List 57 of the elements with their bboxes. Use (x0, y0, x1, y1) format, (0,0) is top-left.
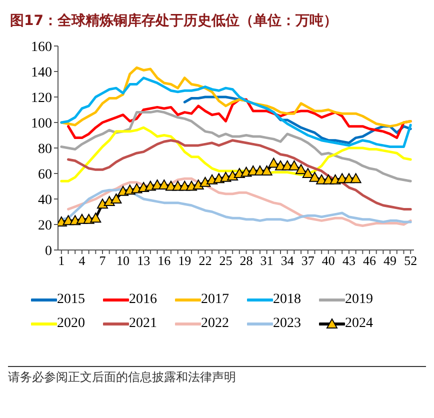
x-tick-label: 16 (158, 253, 172, 268)
x-tick-label: 49 (384, 253, 397, 268)
x-tick-label: 34 (280, 253, 294, 268)
y-tick-label: 60 (38, 167, 52, 182)
y-tick-label: 160 (31, 40, 52, 55)
point (288, 160, 300, 170)
line-series (60, 66, 412, 128)
point (200, 176, 211, 187)
x-tick-label: 52 (404, 253, 418, 268)
point (261, 165, 272, 176)
line-series (60, 126, 412, 182)
line-series (67, 139, 412, 210)
x-tick-label: 7 (99, 253, 106, 268)
legend-label: 2020 (57, 315, 85, 333)
point (220, 172, 232, 182)
text: 请务必参阅正文后面的信息披露和法律声明 (8, 366, 426, 386)
legend-label: 2017 (201, 291, 229, 309)
y-tick-label: 140 (31, 65, 52, 80)
y-tick-label: 0 (45, 244, 52, 259)
point (227, 170, 238, 181)
point (131, 183, 142, 194)
point (192, 179, 204, 190)
legend-label: 2018 (273, 291, 301, 309)
x-tick-label: 46 (363, 253, 376, 268)
legend-label: 2024 (345, 315, 373, 333)
x-tick-label: 22 (198, 253, 212, 268)
x-tick-label: 37 (301, 253, 315, 268)
point (302, 168, 314, 178)
x-tick-label: 43 (342, 253, 356, 268)
point (350, 173, 362, 184)
x-tick-label: 28 (240, 253, 253, 268)
y-tick-label: 20 (38, 218, 52, 234)
y-tick-label: 80 (38, 142, 52, 157)
point (90, 212, 102, 223)
point (97, 198, 108, 209)
legend-label: 2019 (345, 291, 373, 309)
legend-label: 2021 (129, 315, 157, 333)
legend-label: 2022 (201, 315, 229, 333)
line-series (60, 76, 412, 148)
point (104, 196, 115, 206)
legend-label: 2016 (129, 291, 157, 309)
x-tick-label: 4 (78, 253, 86, 268)
x-tick-label: 19 (178, 253, 192, 268)
legend-label: 2023 (273, 315, 301, 333)
point (110, 194, 122, 204)
x-tick-label: 40 (322, 253, 335, 268)
x-tick-label: 10 (116, 253, 130, 268)
legend-label: 2015 (57, 291, 85, 309)
y-tick-label: 100 (31, 116, 52, 132)
chart-title: 图17：全球精炼铜库存处于历史低位（单位：万吨） (9, 12, 338, 31)
x-tick-label: 31 (260, 253, 274, 268)
y-tick-label: 120 (31, 90, 52, 106)
line-series (60, 110, 412, 182)
x-tick-label: 1 (58, 253, 65, 268)
x-tick-label: 25 (219, 253, 232, 268)
x-tick-label: 13 (137, 253, 150, 268)
y-tick-label: 40 (38, 192, 52, 208)
